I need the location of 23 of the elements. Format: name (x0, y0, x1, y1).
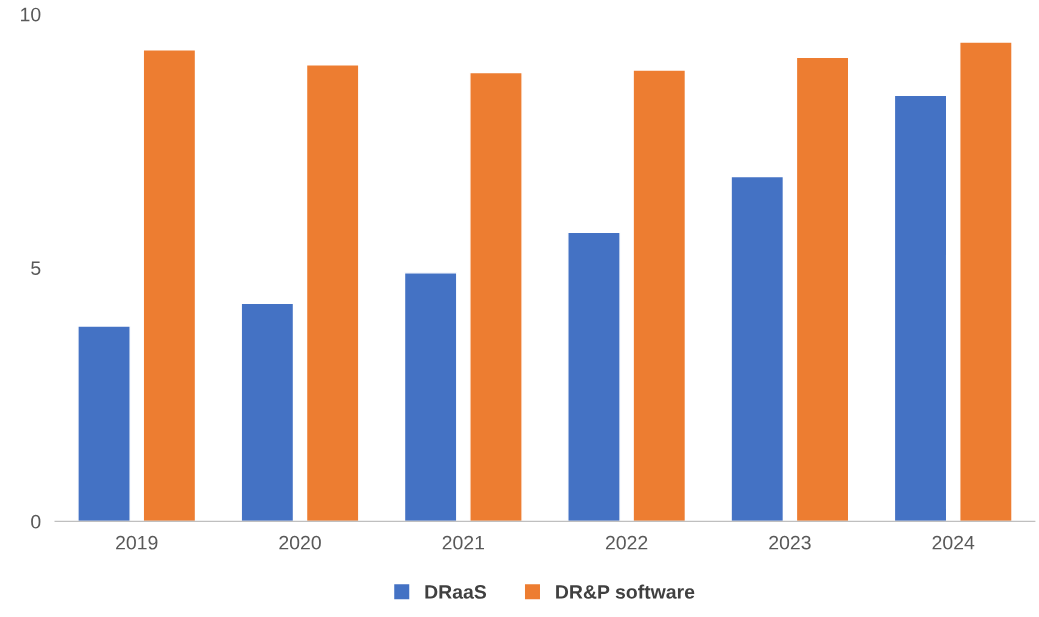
x-tick-label: 2022 (605, 535, 648, 550)
x-tick-label: 2021 (442, 535, 484, 550)
legend-label: DRaaS (425, 585, 487, 599)
x-tick-label: 2020 (279, 535, 321, 550)
x-tick-label: 2023 (769, 535, 811, 550)
bar (795, 56, 850, 522)
y-tick-label: 5 (31, 261, 41, 276)
bar (730, 175, 785, 522)
bar (632, 69, 687, 522)
legend-label: DR&P software (556, 584, 695, 599)
y-tick-label: 0 (31, 514, 41, 529)
bar (893, 94, 948, 522)
y-tick-label: 10 (21, 7, 41, 22)
bar (567, 231, 621, 522)
bar (403, 272, 458, 522)
bar (77, 325, 131, 522)
bar (959, 41, 1013, 522)
bar (305, 64, 360, 522)
bar (240, 302, 295, 522)
x-tick-label: 2024 (932, 535, 975, 550)
bar (469, 71, 523, 522)
x-tick-label: 2019 (116, 535, 158, 550)
bar (142, 48, 197, 522)
